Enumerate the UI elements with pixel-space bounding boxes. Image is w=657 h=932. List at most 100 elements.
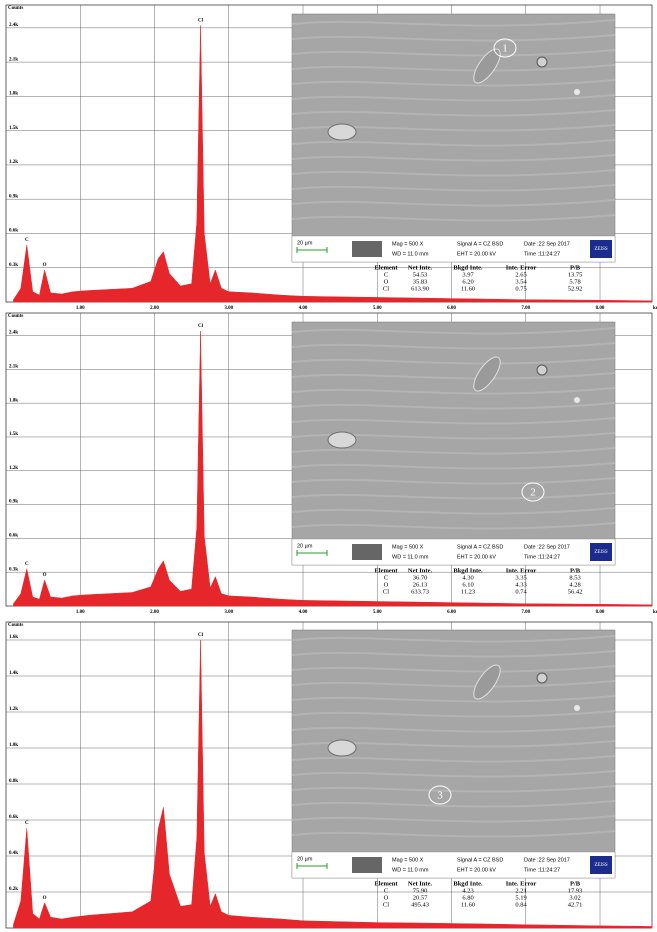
table-cell: 4.28 <box>569 581 580 588</box>
sem-texture <box>291 417 616 425</box>
spectrum <box>13 25 653 303</box>
y-tick-label: 1.4k <box>9 671 18 676</box>
date: Date :22 Sep 2017 <box>524 857 570 863</box>
y-tick-label: 1.2k <box>9 466 18 471</box>
sem-texture <box>291 477 616 485</box>
table-cell: 17.93 <box>568 887 583 894</box>
info-bar <box>291 235 616 263</box>
table-cell: 3.35 <box>515 574 526 581</box>
x-axis-label: keV <box>653 306 657 311</box>
table-cell: 20.57 <box>413 894 428 901</box>
y-tick-label: 1.2k <box>9 160 18 165</box>
info-bar <box>291 538 616 566</box>
location-marker <box>428 785 452 805</box>
y-axis-label: Counts <box>8 314 23 319</box>
sem-texture <box>291 665 616 673</box>
x-tick-label: 5.00 <box>373 306 382 311</box>
table-cell: 54.53 <box>413 271 428 278</box>
table-cell: 36.70 <box>413 574 428 581</box>
eht: EHT = 20.00 kV <box>457 554 496 560</box>
sem-texture <box>291 695 616 703</box>
time: Time :11:24:27 <box>524 554 560 560</box>
sem-particle <box>327 123 357 141</box>
x-tick-label: 3.00 <box>224 610 233 615</box>
table-cell: 633.73 <box>411 588 429 595</box>
brand-box <box>590 543 612 561</box>
sem-particle <box>473 356 501 392</box>
table-cell: 0.75 <box>515 285 526 292</box>
x-axis-label: keV <box>653 610 657 615</box>
table-header: Element <box>374 567 398 574</box>
y-tick-label: 1.2k <box>9 707 18 712</box>
sem-texture <box>291 169 616 177</box>
signal: Signal A = CZ BSD <box>457 857 503 863</box>
sem-texture <box>291 522 616 530</box>
x-tick-label: 1.00 <box>76 610 85 615</box>
table-header: Element <box>374 880 398 887</box>
y-axis-label: Counts <box>8 6 23 11</box>
table-cell: 11.60 <box>461 901 475 908</box>
y-tick-label: 1.8k <box>9 92 18 97</box>
mag: Mag = 500 X <box>392 544 424 550</box>
y-tick-label: 2.4k <box>9 331 18 336</box>
table-cell: 6.20 <box>462 278 473 285</box>
x-tick-label: 7.00 <box>521 610 530 615</box>
scale-bar <box>296 863 328 869</box>
table-cell: 42.71 <box>568 901 583 908</box>
table-cell: 6.80 <box>462 894 473 901</box>
sem-texture <box>291 94 616 102</box>
info-bar <box>291 851 616 879</box>
table-cell: 3.97 <box>462 271 474 278</box>
sem-texture <box>291 139 616 147</box>
sem-image: 2 20 µm Mag = 500 X WD = 11.0 mm Signal A = … <box>291 321 616 566</box>
brand: ZEISS <box>594 550 608 555</box>
sem-texture <box>291 387 616 395</box>
peak-label: O <box>43 263 47 268</box>
sem-texture <box>291 492 616 500</box>
table-header: Inte. Error <box>506 264 537 271</box>
sem-texture <box>291 830 616 838</box>
wd: WD = 11.0 mm <box>392 867 429 873</box>
sem-texture <box>291 342 616 350</box>
table-cell: 495.43 <box>411 901 429 908</box>
y-tick-label: 0.4k <box>9 851 18 856</box>
date: Date :22 Sep 2017 <box>524 544 570 550</box>
y-tick-label: 1.5k <box>9 432 18 437</box>
sem-texture <box>291 199 616 207</box>
sem-particle <box>473 664 501 700</box>
signal: Signal A = CZ BSD <box>457 544 503 550</box>
y-tick-label: 1.6k <box>9 635 18 640</box>
sem-particle <box>327 739 357 757</box>
sem-particle <box>574 705 580 711</box>
sem-texture <box>291 462 616 470</box>
table-cell: Cl <box>383 588 389 595</box>
table-cell: 613.90 <box>411 285 429 292</box>
wd: WD = 11.0 mm <box>392 554 429 560</box>
table-cell: 4.33 <box>515 581 526 588</box>
y-tick-label: 0.9k <box>9 500 18 505</box>
table-header: Net Inte. <box>408 567 433 574</box>
eht: EHT = 20.00 kV <box>457 251 496 257</box>
brand-box <box>590 240 612 258</box>
peak-label: Cl <box>198 324 204 329</box>
y-tick-label: 2.1k <box>9 364 18 369</box>
sem-particle <box>327 431 357 449</box>
location-label: 1 <box>502 43 508 55</box>
table-cell: C <box>384 271 388 278</box>
y-tick-label: 2.4k <box>9 23 18 28</box>
table-cell: Cl <box>383 285 389 292</box>
x-tick-label: 6.00 <box>447 610 456 615</box>
mag: Mag = 500 X <box>392 857 424 863</box>
scale-text: 20 µm <box>297 856 313 862</box>
x-tick-label: 3.00 <box>224 306 233 311</box>
sem-texture <box>291 327 616 335</box>
table-cell: Cl <box>383 901 389 908</box>
table-cell: 13.75 <box>568 271 583 278</box>
sem-texture <box>291 154 616 162</box>
x-tick-label: 2.00 <box>150 610 159 615</box>
table-cell: 75.90 <box>413 887 428 894</box>
table-cell: C <box>384 574 388 581</box>
sem-texture <box>291 109 616 117</box>
sem-texture <box>291 49 616 57</box>
y-tick-label: 0.6k <box>9 534 18 539</box>
